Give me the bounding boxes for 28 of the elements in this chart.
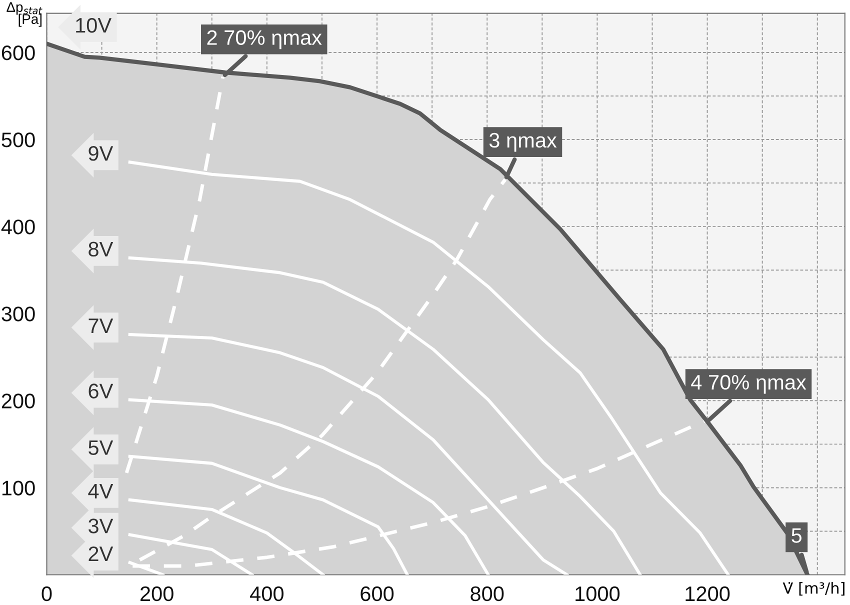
y-tick-label: 400 xyxy=(1,220,35,234)
y-axis-title: Δp$_{stat}$ [Pa] xyxy=(6,2,42,27)
y-tick-label: 300 xyxy=(2,306,35,322)
y-tick-label: 100 xyxy=(2,480,35,496)
x-tick-label: 1000 xyxy=(576,586,620,602)
x-tick-label: 600 xyxy=(360,586,394,602)
x-tick-label: 400 xyxy=(250,586,284,602)
y-tick-label: 200 xyxy=(2,394,35,408)
y-tick-label: 600 xyxy=(2,45,35,60)
y-tick-label: 500 xyxy=(2,132,35,148)
series-label: 3V xyxy=(88,518,114,534)
x-tick-label: 1200 xyxy=(686,586,730,602)
series-label: 8V xyxy=(88,242,114,257)
series-label: 10V xyxy=(76,18,112,33)
annotation: 2 70% ηmax xyxy=(207,30,322,50)
x-axis-title: V̇ [m³/h] xyxy=(782,582,844,596)
series-label: 7V xyxy=(88,318,114,333)
annotation: 4 70% ηmax xyxy=(691,374,806,394)
x-tick-label: 200 xyxy=(140,586,174,602)
series-label: 5V xyxy=(88,440,114,456)
series-label: 4V xyxy=(88,484,114,498)
annotation: 3 ηmax xyxy=(489,132,557,152)
series-label: 9V xyxy=(88,146,114,161)
x-tick-label: 0 xyxy=(42,586,52,602)
series-label: 6V xyxy=(88,384,114,398)
series-label: 2V xyxy=(88,546,114,562)
annotation: 5 xyxy=(792,528,802,543)
x-tick-label: 800 xyxy=(470,586,504,602)
